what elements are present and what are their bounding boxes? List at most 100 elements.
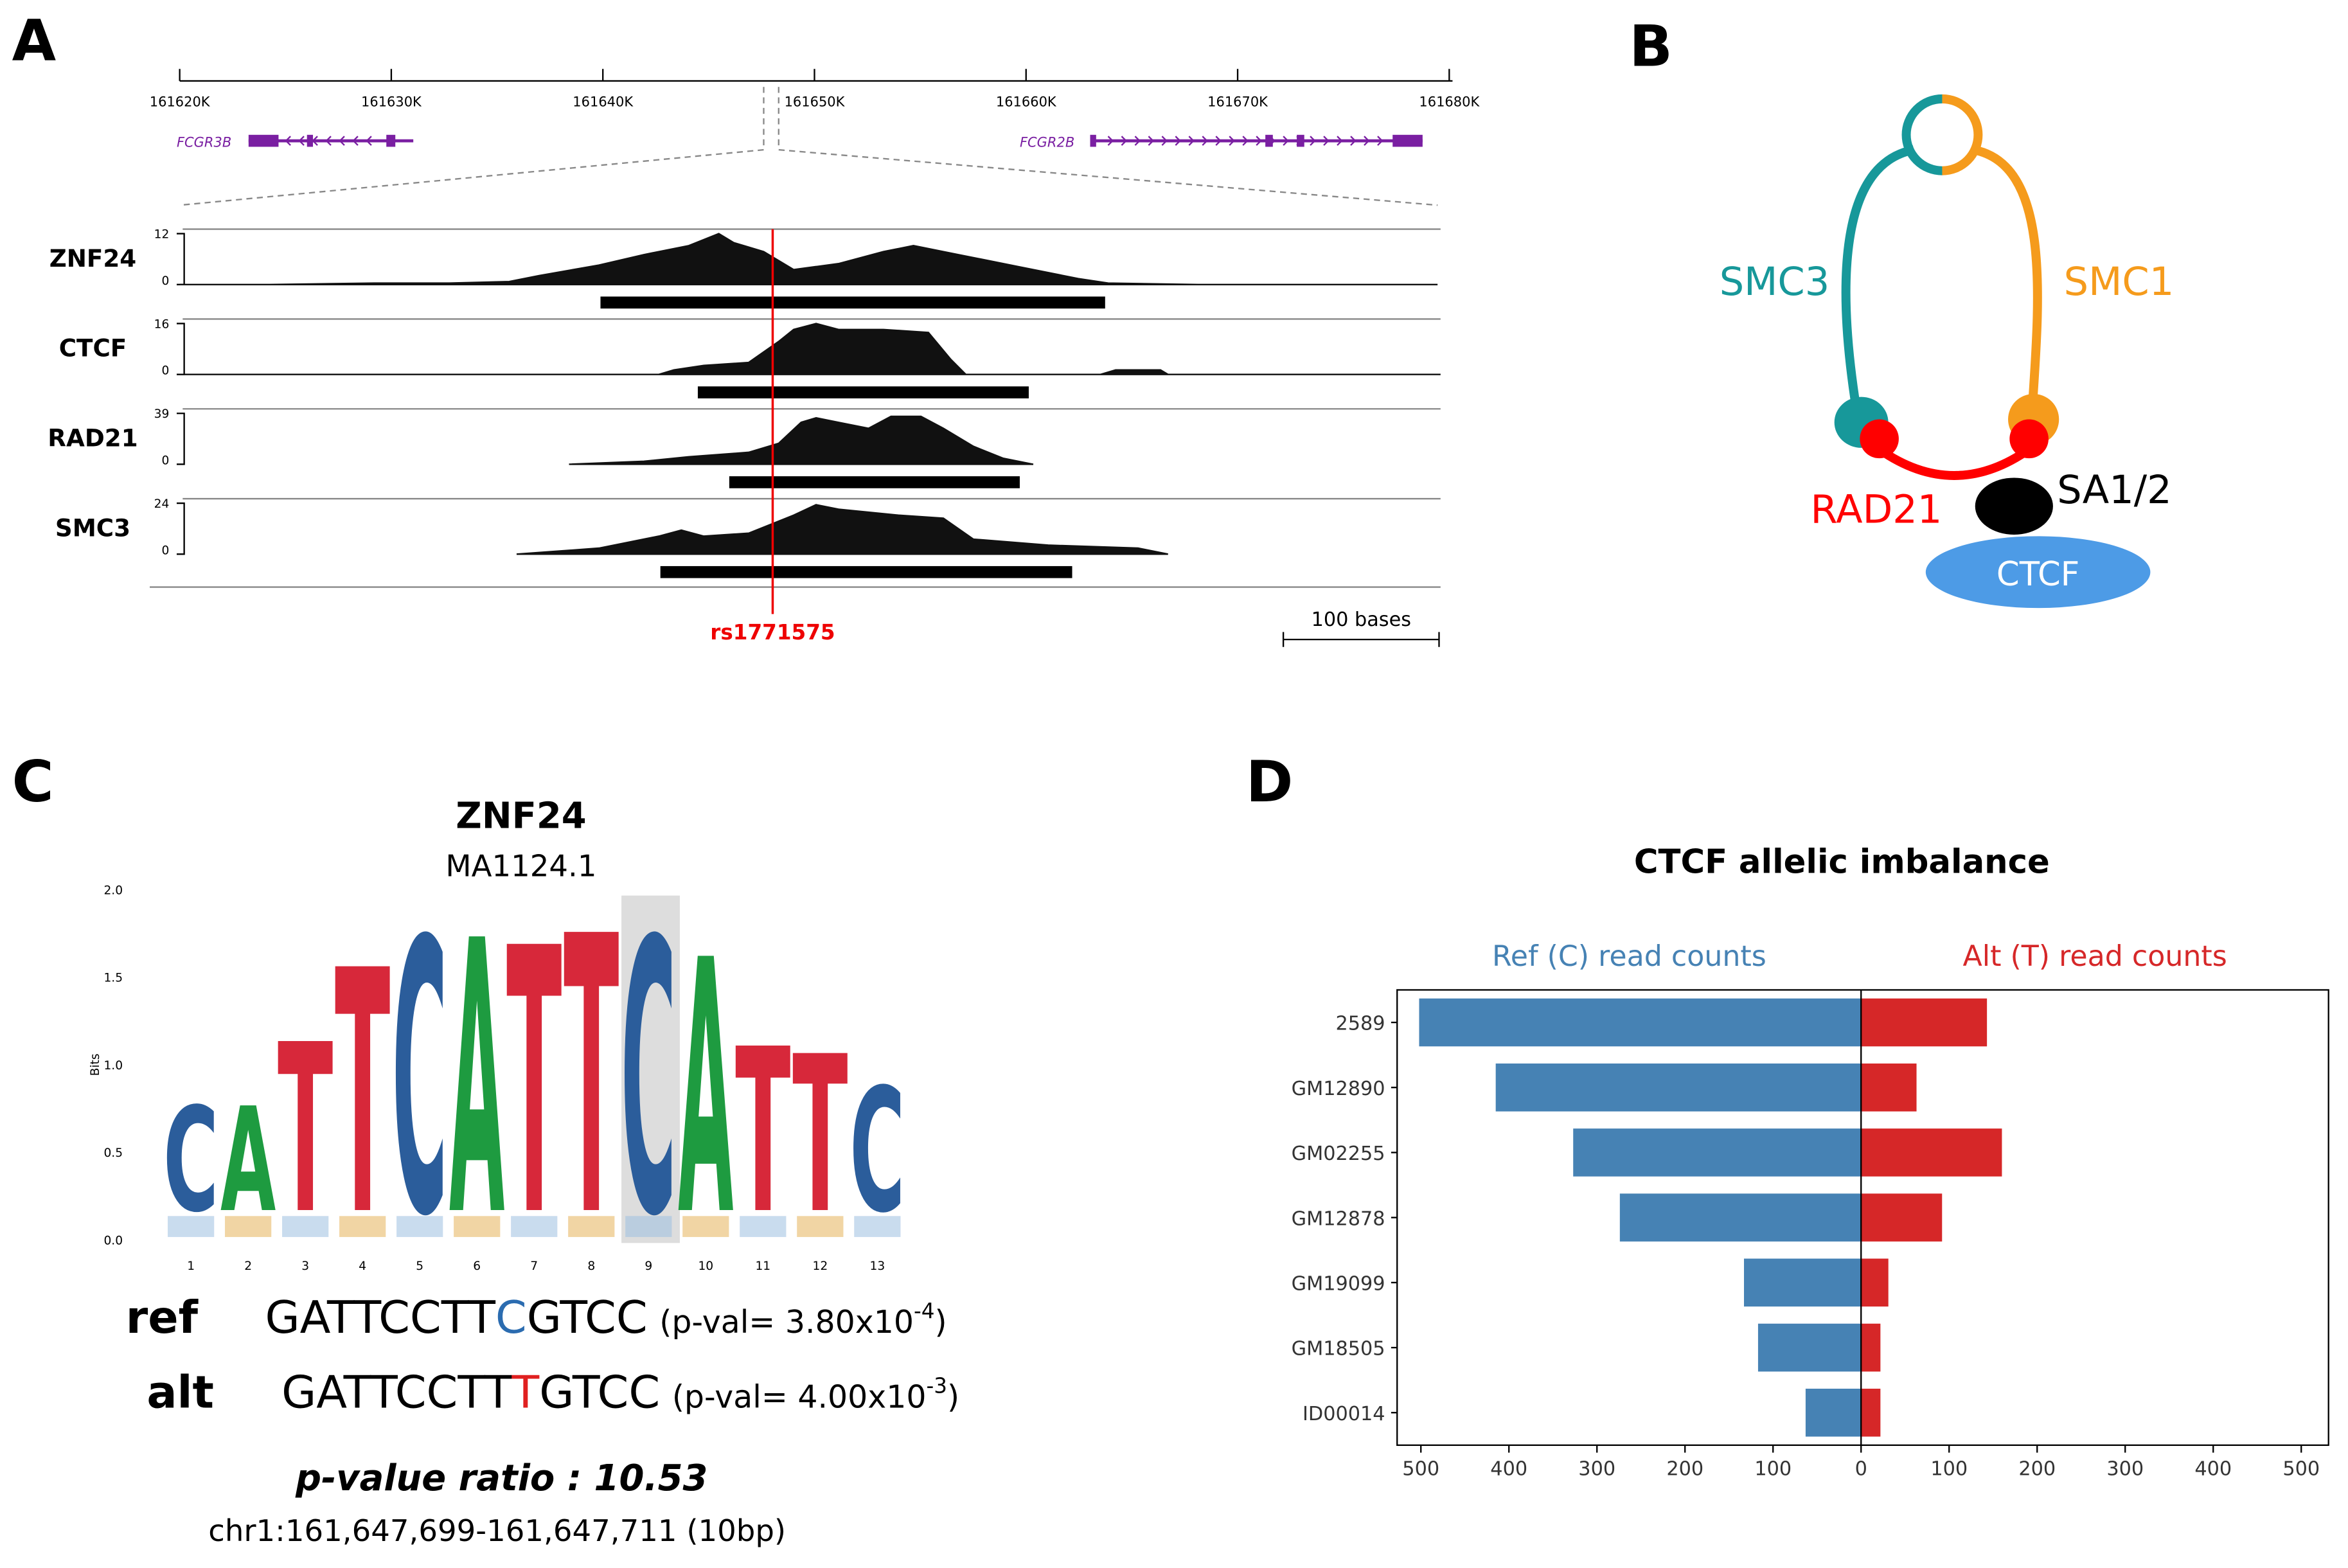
- logo-position: 8: [587, 1260, 595, 1273]
- track-label: ZNF24: [49, 244, 137, 272]
- exon: [248, 134, 279, 147]
- logo-y-tick: 2.0: [103, 884, 123, 897]
- ruler-label: 161680K: [1419, 94, 1480, 110]
- track-min: 0: [161, 274, 169, 288]
- y-tick-label: GM19099: [1292, 1272, 1385, 1295]
- gene-label: FCGR3B: [177, 134, 231, 150]
- track-label: CTCF: [59, 334, 127, 362]
- ctcf-label: CTCF: [1997, 555, 2079, 594]
- scale-label: 100 bases: [1312, 609, 1411, 631]
- x-tick-label: 400: [1490, 1457, 1527, 1480]
- logo-position: 10: [698, 1260, 713, 1273]
- logo-minor: [454, 1216, 501, 1237]
- exon: [1265, 134, 1273, 147]
- strand-arrow: [1229, 136, 1235, 146]
- chart-title: CTCF allelic imbalance: [1634, 843, 2050, 882]
- snp-label: rs1771575: [710, 620, 835, 645]
- strand-arrow: [1175, 136, 1181, 146]
- ruler-label: 161620K: [150, 94, 211, 110]
- allele-sequence: GATTCCTTTGTCC (p-val= 4.00x10-3): [281, 1367, 959, 1419]
- smc1-arm: [1972, 145, 2042, 413]
- x-tick-label: 0: [1855, 1457, 1867, 1480]
- y-tick-label: GM18505: [1292, 1338, 1385, 1360]
- logo-position: 2: [244, 1260, 252, 1273]
- smc1-label: SMC1: [2064, 260, 2175, 305]
- bar: [1619, 1193, 1862, 1242]
- bar: [1757, 1323, 1862, 1372]
- strand-arrow: [1161, 136, 1168, 146]
- strand-arrow: [1310, 136, 1316, 146]
- peak-region: [697, 386, 1029, 398]
- strand-arrow: [325, 136, 332, 146]
- exon: [1090, 134, 1096, 147]
- strand-arrow: [312, 136, 318, 146]
- exon: [307, 134, 314, 147]
- track-max: 12: [154, 228, 170, 242]
- region: chr1:161,647,699-161,647,711 (10bp): [208, 1513, 786, 1548]
- logo-minor: [168, 1216, 215, 1237]
- coverage: [179, 323, 1441, 375]
- sa-subunit: [1975, 477, 2053, 535]
- smc3-arm: [1841, 145, 1915, 413]
- ruler-label: 161640K: [573, 94, 634, 110]
- strand-arrow: [1107, 136, 1114, 146]
- x-tick-label: 400: [2194, 1457, 2232, 1480]
- rad21-arc: [1876, 445, 2032, 480]
- logo-y-tick: 0.5: [103, 1146, 123, 1160]
- bar: [1573, 1128, 1862, 1177]
- snp-highlight: [621, 895, 680, 1243]
- scale-bar: [1282, 632, 1440, 647]
- strand-arrow: [1256, 136, 1262, 146]
- track-min: 0: [161, 364, 169, 378]
- bar: [1805, 1388, 1862, 1437]
- logo-position: 12: [812, 1260, 828, 1273]
- strand-arrow: [1148, 136, 1155, 146]
- coverage: [179, 233, 1438, 285]
- bar: [1861, 1193, 1943, 1242]
- logo-minor: [339, 1216, 386, 1237]
- seq: GTCC: [527, 1292, 648, 1344]
- pval: (p-val= 4.00x10: [672, 1379, 927, 1416]
- logo-y-tick: 0.0: [103, 1234, 123, 1248]
- bar: [1861, 1128, 2002, 1177]
- x-tick-label: 500: [1402, 1457, 1439, 1480]
- x-tick-label: 200: [2018, 1457, 2056, 1480]
- legend-entry: Alt (T) read counts: [1962, 940, 2227, 973]
- track-label: SMC3: [55, 513, 130, 542]
- rad21-c: [2009, 419, 2049, 459]
- logo-y-label: Bits: [89, 1053, 102, 1076]
- x-tick-label: 300: [2106, 1457, 2144, 1480]
- y-tick-label: ID00014: [1303, 1403, 1385, 1425]
- track-max: 24: [154, 497, 170, 511]
- sa-label: SA1/2: [2057, 468, 2172, 513]
- bar: [1495, 1063, 1862, 1112]
- logo-position: 9: [645, 1260, 652, 1273]
- allele-label: ref: [126, 1292, 199, 1344]
- strand-arrow: [339, 136, 345, 146]
- logo-y-tick: 1.0: [103, 1059, 123, 1073]
- coverage: [569, 415, 1034, 465]
- strand-arrow: [1202, 136, 1208, 146]
- track-max: 16: [154, 317, 170, 331]
- logo-position: 11: [755, 1260, 770, 1273]
- strand-arrow: [352, 136, 359, 146]
- panel-label: D: [1246, 749, 1294, 815]
- logo-minor: [682, 1216, 729, 1237]
- strand-arrow: [366, 136, 372, 146]
- y-tick-label: 2589: [1336, 1013, 1385, 1035]
- logo-minor: [225, 1216, 272, 1237]
- strand-arrow: [285, 136, 291, 146]
- bar: [1744, 1258, 1862, 1307]
- bar: [1861, 1323, 1881, 1372]
- strand-arrow: [1121, 136, 1128, 146]
- peak-region: [660, 566, 1072, 578]
- exon: [1392, 134, 1423, 147]
- track-label: RAD21: [48, 424, 138, 452]
- logo-y-tick: 1.5: [103, 972, 123, 985]
- track-axis: [176, 502, 185, 555]
- strand-arrow: [1269, 136, 1276, 146]
- strand-arrow: [298, 136, 305, 146]
- rad21-n: [1860, 419, 1899, 459]
- peak-region: [729, 476, 1020, 488]
